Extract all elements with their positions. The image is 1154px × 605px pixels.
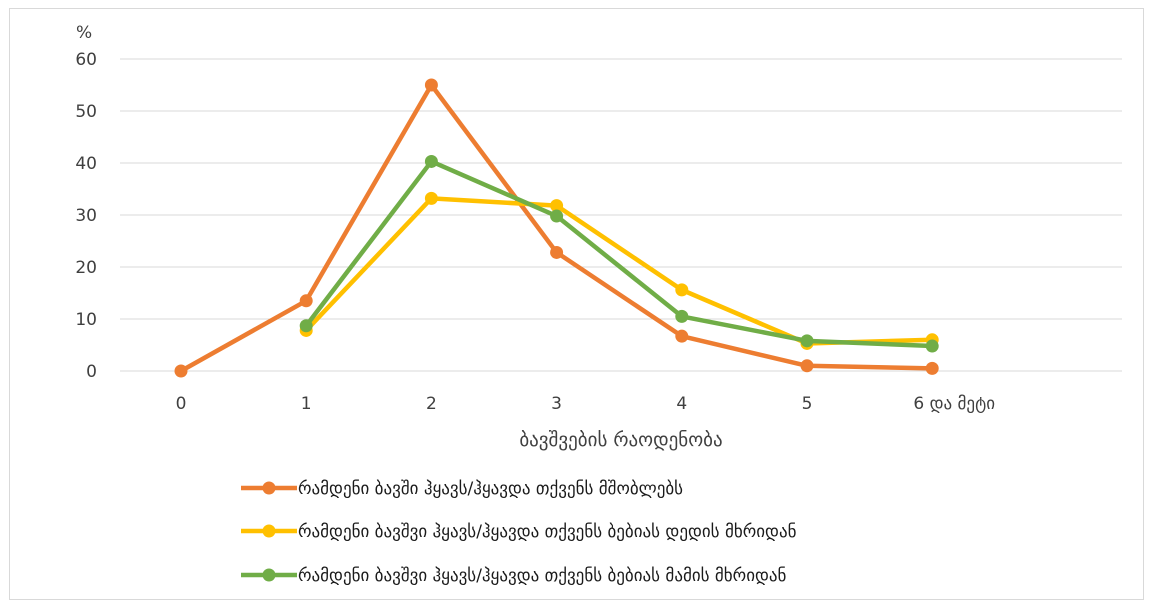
x-tick-label: 3: [551, 394, 562, 414]
y-tick-label: 40: [75, 154, 97, 174]
series-line: [178, 82, 935, 374]
legend: რამდენი ბავში ჰყავს/ჰყავდა თქვენს მშობლე…: [241, 479, 797, 586]
gridlines: [120, 58, 1122, 372]
data-point: [675, 309, 689, 323]
legend-swatch-marker: [262, 481, 276, 495]
legend-swatch-marker: [262, 524, 276, 538]
y-tick-label: 0: [86, 362, 97, 382]
series-line: [303, 196, 935, 346]
data-point: [550, 209, 564, 223]
legend-label: რამდენი ბავშვი ჰყავს/ჰყავდა თქვენს ბებია…: [298, 566, 787, 586]
chart-area: [9, 8, 1144, 600]
x-tick-label: 5: [802, 394, 813, 414]
legend-item: რამდენი ბავში ჰყავს/ჰყავდა თქვენს მშობლე…: [241, 479, 683, 499]
data-point: [550, 245, 564, 259]
data-point: [925, 339, 939, 353]
series-2: [299, 191, 939, 350]
data-point: [299, 319, 313, 333]
data-point: [800, 334, 814, 348]
y-tick-label: 10: [75, 310, 97, 330]
data-point: [424, 154, 438, 168]
series-1: [174, 78, 939, 378]
data-point: [800, 359, 814, 373]
x-tick-label: 1: [301, 394, 312, 414]
legend-swatch-marker: [262, 568, 276, 582]
y-tick-label: 50: [75, 102, 97, 122]
data-point: [424, 191, 438, 205]
data-point: [550, 199, 564, 213]
legend-item: რამდენი ბავშვი ჰყავს/ჰყავდა თქვენს ბებია…: [241, 566, 787, 586]
legend-label: რამდენი ბავში ჰყავს/ჰყავდა თქვენს მშობლე…: [298, 479, 683, 499]
data-point: [174, 364, 188, 378]
data-point: [675, 329, 689, 343]
x-tick-label: 2: [426, 394, 437, 414]
y-unit-label: %: [76, 23, 92, 43]
x-tick-label: 4: [676, 394, 687, 414]
y-tick-label: 60: [75, 50, 97, 70]
legend-label: რამდენი ბავშვი ჰყავს/ჰყავდა თქვენს ბებია…: [298, 522, 797, 542]
y-axis-ticks: 0 10 20 30 40 50 60: [75, 50, 97, 382]
data-point: [424, 78, 438, 92]
data-point: [675, 283, 689, 297]
series-3: [299, 154, 939, 353]
series-line: [303, 159, 935, 349]
x-tick-label: 0: [176, 394, 187, 414]
y-tick-label: 20: [75, 258, 97, 278]
x-axis-title: ბავშვების რაოდენობა: [519, 429, 722, 451]
data-point: [299, 294, 313, 308]
x-axis-ticks: 0 1 2 3 4 5 6 და მეტი: [176, 394, 995, 414]
legend-item: რამდენი ბავშვი ჰყავს/ჰყავდა თქვენს ბებია…: [241, 522, 797, 542]
y-tick-label: 30: [75, 206, 97, 226]
data-point: [925, 361, 939, 375]
series-lines: [174, 78, 939, 378]
x-tick-label: 6 და მეტი: [913, 394, 995, 414]
